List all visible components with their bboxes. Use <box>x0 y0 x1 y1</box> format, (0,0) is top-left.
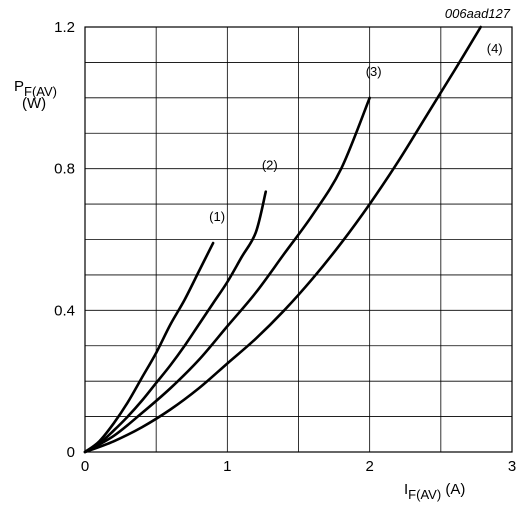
y-axis-label-sub: F(AV) <box>24 84 57 99</box>
series-label-4: (4) <box>487 41 503 56</box>
series-line-2 <box>83 190 268 454</box>
plot-frame <box>84 26 513 453</box>
y-axis-label-main: P <box>14 78 24 95</box>
y-tick-label: 1.2 <box>54 19 75 36</box>
y-axis-unit: (W) <box>22 95 46 112</box>
series-label-2: (2) <box>262 158 278 173</box>
x-tick-label: 2 <box>365 458 373 475</box>
y-tick-label: 0.4 <box>54 302 75 319</box>
y-tick-label: 0.8 <box>54 161 75 178</box>
series-label-1: (1) <box>209 209 225 224</box>
series-line-3 <box>83 96 371 454</box>
x-axis-label-sub: F(AV) <box>408 487 441 502</box>
x-axis-label-main: I <box>404 481 408 498</box>
curves <box>83 25 482 454</box>
series-label-3: (3) <box>366 64 382 79</box>
x-tick-label: 0 <box>81 458 89 475</box>
figure-code: 006aad127 <box>445 6 511 21</box>
tick-labels: 0 1 2 3 0 0.4 0.8 1.2 <box>54 19 516 475</box>
x-tick-label: 3 <box>508 458 516 475</box>
y-tick-label: 0 <box>67 444 75 461</box>
x-axis-label: IF(AV) (A) <box>404 481 465 502</box>
x-axis-label-unit: (A) <box>441 481 465 498</box>
series-labels: (1) (2) (3) (4) <box>209 41 502 224</box>
series-line-1 <box>83 241 215 454</box>
series-line-4 <box>83 25 482 454</box>
grid <box>85 27 512 452</box>
y-axis-label: PF(AV) <box>14 78 57 99</box>
x-tick-label: 1 <box>223 458 231 475</box>
